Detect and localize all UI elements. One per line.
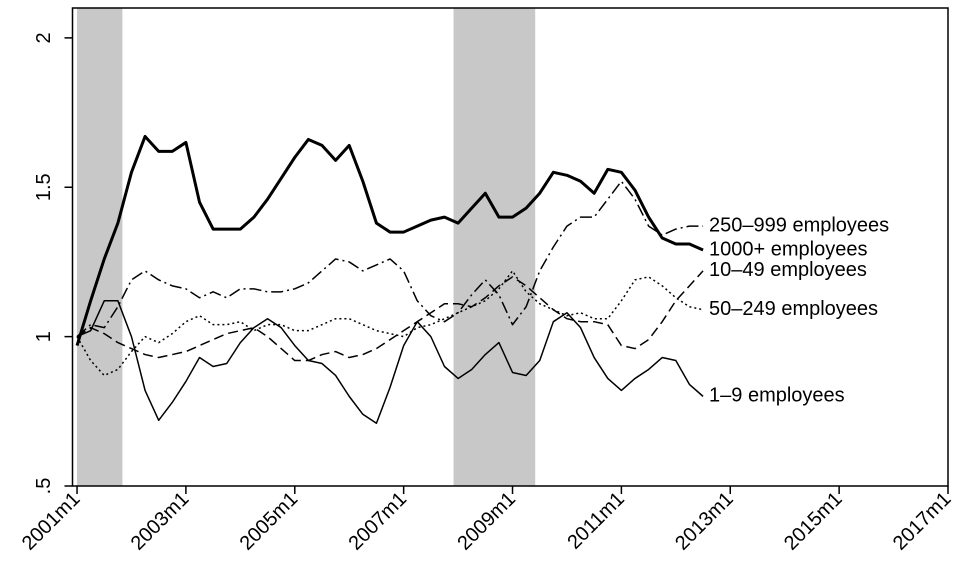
series-line [76,270,704,377]
series-label: 50–249 employees [709,298,878,320]
series-label: 250–999 employees [709,214,889,236]
series-line [76,270,704,362]
series-line [76,300,704,425]
y-tick-label: 2 [33,32,55,43]
shaded-period [453,8,536,486]
x-tick-label: 2009m1 [453,488,520,555]
y-tick-label: 1 [33,331,55,342]
x-tick-label: 2003m1 [127,488,194,555]
x-tick-label: 2017m1 [889,488,953,555]
series-line [76,180,704,338]
x-tick-label: 2011m1 [563,488,629,554]
shaded-period [77,8,123,486]
series-label: 10–49 employees [709,259,867,281]
series-label: 1000+ employees [709,238,867,260]
series-line [75,134,704,347]
series-label: 1–9 employees [709,385,845,407]
y-tick-label: 1.5 [33,173,55,201]
plot-frame [71,7,949,487]
y-tick-label: .5 [33,478,55,495]
x-tick-label: 2005m1 [236,488,303,555]
x-tick-label: 2001m1 [18,488,85,555]
x-tick-label: 2013m1 [671,488,738,555]
x-tick-label: 2007m1 [345,488,412,555]
x-tick-label: 2015m1 [780,488,847,555]
